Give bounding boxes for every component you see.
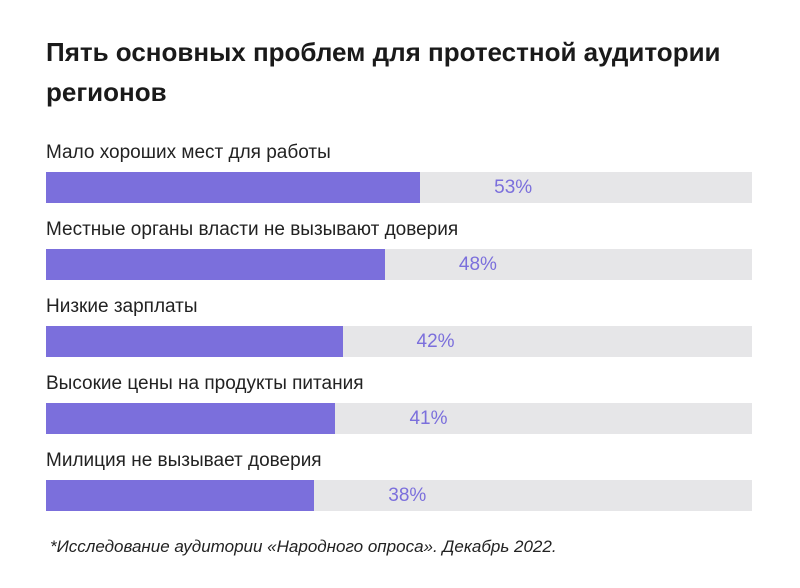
bar xyxy=(46,172,421,203)
value-label: 42% xyxy=(416,331,455,352)
bar-row: Высокие цены на продукты питания 41% xyxy=(46,372,752,434)
bar-row: Мало хороших мест для работы 53% xyxy=(46,141,752,203)
category-label: Местные органы власти не вызывают довери… xyxy=(46,219,459,240)
chart-title: Пять основных проблем для протестной ауд… xyxy=(46,37,721,107)
bar-track: 53% xyxy=(46,172,752,203)
bar-track: 38% xyxy=(46,480,752,511)
value-label: 48% xyxy=(458,254,497,275)
category-label: Милиция не вызывает доверия xyxy=(46,450,322,471)
value-label: 53% xyxy=(494,177,533,198)
category-label: Мало хороших мест для работы xyxy=(46,142,331,163)
value-label: 38% xyxy=(388,485,427,506)
category-label: Низкие зарплаты xyxy=(46,296,198,317)
category-label: Высокие цены на продукты питания xyxy=(46,373,364,394)
bar-track: 41% xyxy=(46,403,752,434)
value-label: 41% xyxy=(409,408,448,429)
bar-track: 42% xyxy=(46,326,752,357)
bar xyxy=(46,326,343,357)
bar-row: Местные органы власти не вызывают довери… xyxy=(46,218,752,280)
bar-row: Милиция не вызывает доверия 38% xyxy=(46,449,752,511)
footnote: *Исследование аудитории «Народного опрос… xyxy=(50,537,557,556)
bar-row: Низкие зарплаты 42% xyxy=(46,295,752,357)
bar xyxy=(46,480,315,511)
bar xyxy=(46,403,336,434)
bar-track: 48% xyxy=(46,249,752,280)
bar xyxy=(46,249,385,280)
